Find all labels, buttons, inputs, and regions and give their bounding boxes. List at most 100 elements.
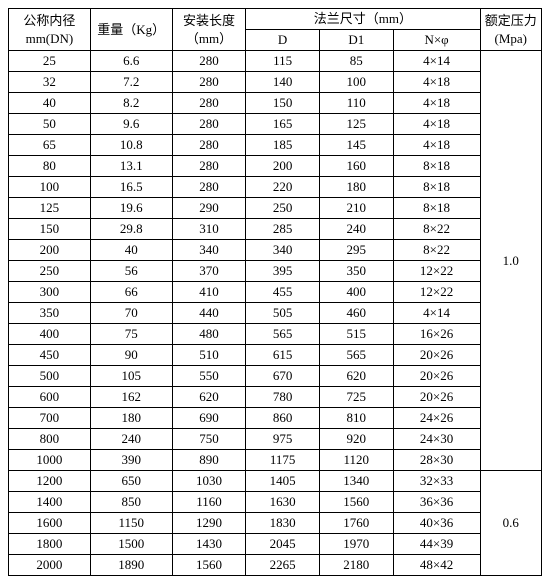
cell-nphi: 20×26: [393, 345, 480, 366]
cell-length: 370: [172, 261, 246, 282]
header-nphi: N×φ: [393, 30, 480, 51]
table-row: 200403403402958×22: [9, 240, 542, 261]
cell-d1: 85: [319, 51, 393, 72]
cell-weight: 75: [90, 324, 172, 345]
cell-d1: 295: [319, 240, 393, 261]
cell-length: 1290: [172, 513, 246, 534]
cell-d: 115: [246, 51, 320, 72]
table-row: 15029.83102852408×22: [9, 219, 542, 240]
cell-weight: 19.6: [90, 198, 172, 219]
table-row: 60016262078072520×26: [9, 387, 542, 408]
cell-length: 290: [172, 198, 246, 219]
cell-d1: 210: [319, 198, 393, 219]
cell-d: 220: [246, 177, 320, 198]
cell-pressure: 1.0: [480, 51, 541, 471]
table-row: 10016.52802201808×18: [9, 177, 542, 198]
cell-d1: 620: [319, 366, 393, 387]
cell-weight: 13.1: [90, 156, 172, 177]
cell-d: 455: [246, 282, 320, 303]
cell-d1: 1760: [319, 513, 393, 534]
table-row: 509.62801651254×18: [9, 114, 542, 135]
cell-length: 280: [172, 51, 246, 72]
cell-dn: 1000: [9, 450, 91, 471]
cell-nphi: 4×18: [393, 135, 480, 156]
table-row: 408.22801501104×18: [9, 93, 542, 114]
cell-dn: 300: [9, 282, 91, 303]
header-d: D: [246, 30, 320, 51]
cell-d: 1405: [246, 471, 320, 492]
table-body: 256.6280115854×141.0327.22801401004×1840…: [9, 51, 542, 576]
cell-nphi: 12×22: [393, 282, 480, 303]
cell-d1: 1340: [319, 471, 393, 492]
cell-d: 2265: [246, 555, 320, 576]
cell-d1: 2180: [319, 555, 393, 576]
cell-d: 250: [246, 198, 320, 219]
table-row: 8013.12802001608×18: [9, 156, 542, 177]
cell-weight: 850: [90, 492, 172, 513]
cell-nphi: 44×39: [393, 534, 480, 555]
header-dn: 公称内径 mm(DN): [9, 9, 91, 51]
cell-length: 690: [172, 408, 246, 429]
table-row: 12519.62902502108×18: [9, 198, 542, 219]
cell-dn: 1600: [9, 513, 91, 534]
cell-weight: 16.5: [90, 177, 172, 198]
table-row: 327.22801401004×18: [9, 72, 542, 93]
cell-length: 280: [172, 114, 246, 135]
cell-nphi: 12×22: [393, 261, 480, 282]
cell-weight: 6.6: [90, 51, 172, 72]
cell-dn: 1800: [9, 534, 91, 555]
cell-d: 340: [246, 240, 320, 261]
cell-weight: 40: [90, 240, 172, 261]
cell-nphi: 20×26: [393, 366, 480, 387]
cell-dn: 125: [9, 198, 91, 219]
cell-length: 1560: [172, 555, 246, 576]
cell-d: 395: [246, 261, 320, 282]
cell-d1: 1970: [319, 534, 393, 555]
cell-dn: 700: [9, 408, 91, 429]
cell-nphi: 28×30: [393, 450, 480, 471]
cell-dn: 32: [9, 72, 91, 93]
cell-d1: 920: [319, 429, 393, 450]
cell-d1: 125: [319, 114, 393, 135]
cell-dn: 50: [9, 114, 91, 135]
cell-weight: 56: [90, 261, 172, 282]
cell-weight: 8.2: [90, 93, 172, 114]
cell-d1: 180: [319, 177, 393, 198]
cell-weight: 90: [90, 345, 172, 366]
cell-weight: 9.6: [90, 114, 172, 135]
cell-dn: 500: [9, 366, 91, 387]
table-row: 2000189015602265218048×42: [9, 555, 542, 576]
cell-weight: 240: [90, 429, 172, 450]
cell-nphi: 8×18: [393, 198, 480, 219]
cell-d: 1630: [246, 492, 320, 513]
cell-d: 860: [246, 408, 320, 429]
cell-weight: 650: [90, 471, 172, 492]
cell-d1: 1120: [319, 450, 393, 471]
cell-weight: 1150: [90, 513, 172, 534]
cell-dn: 2000: [9, 555, 91, 576]
cell-weight: 10.8: [90, 135, 172, 156]
cell-dn: 250: [9, 261, 91, 282]
cell-length: 1030: [172, 471, 246, 492]
cell-d: 185: [246, 135, 320, 156]
header-press-top: 额定压力: [485, 13, 537, 28]
cell-weight: 1500: [90, 534, 172, 555]
table-row: 70018069086081024×26: [9, 408, 542, 429]
cell-nphi: 8×22: [393, 219, 480, 240]
header-dn-bot: mm(DN): [26, 31, 74, 46]
cell-dn: 400: [9, 324, 91, 345]
cell-length: 480: [172, 324, 246, 345]
cell-nphi: 4×14: [393, 303, 480, 324]
cell-weight: 162: [90, 387, 172, 408]
cell-length: 280: [172, 93, 246, 114]
cell-nphi: 32×33: [393, 471, 480, 492]
cell-dn: 800: [9, 429, 91, 450]
cell-d1: 240: [319, 219, 393, 240]
table-row: 4509051061556520×26: [9, 345, 542, 366]
cell-nphi: 20×26: [393, 387, 480, 408]
cell-dn: 100: [9, 177, 91, 198]
cell-d: 975: [246, 429, 320, 450]
cell-length: 410: [172, 282, 246, 303]
cell-length: 280: [172, 177, 246, 198]
table-row: 10003908901175112028×30: [9, 450, 542, 471]
